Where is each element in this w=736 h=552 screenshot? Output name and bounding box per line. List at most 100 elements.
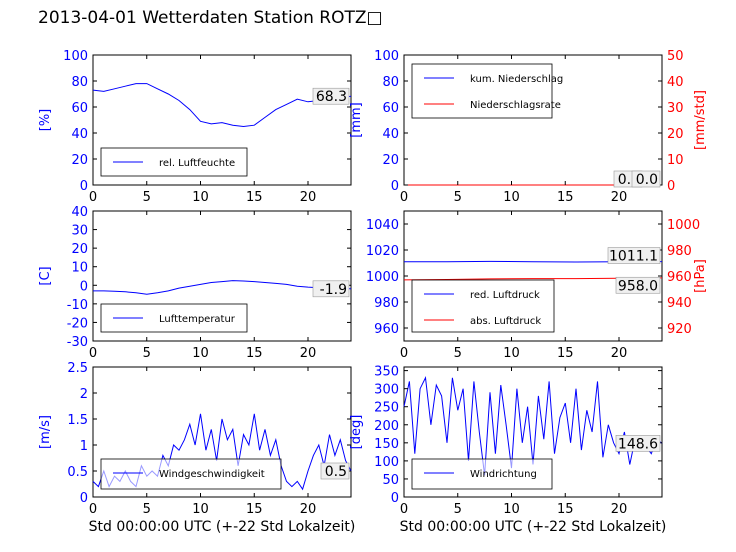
y-tick-label: 60 [382,101,399,116]
y-right-tick-label: 30 [667,101,684,116]
y-right-tick-label: 1000 [667,218,700,233]
x-tick-label: 10 [192,190,209,205]
panel-middle-right-legend-label-1: red. Luftdruck [470,290,540,301]
panel-bottom-right-ylabel: [deg] [349,415,364,450]
y-tick-label: 1000 [366,270,399,285]
panel-top-right-ylabel-right: [mm/std] [693,90,708,150]
panel-bottom-right-legend-box [411,458,553,490]
panel-bottom-left-legend-label-1: Windgeschwindigkeit [159,469,265,480]
y-tick-label: 0 [80,491,88,506]
y-tick-label: 2 [80,387,88,402]
panel-bottom-right-annotation-box-1 [615,435,661,452]
y-tick-label: 0 [391,491,399,506]
panel-top-left-legend-label-1: rel. Luftfeuchte [159,158,235,169]
y-tick-label: 350 [374,365,399,380]
y-right-tick-label: 20 [667,127,684,142]
y-tick-label: 20 [71,242,88,257]
y-tick-label: 960 [374,322,399,337]
y-tick-label: -30 [67,335,88,350]
x-tick-label: 15 [557,346,574,361]
panel-middle-right-annotation-box-1 [607,247,661,264]
y-tick-label: 20 [382,153,399,168]
y-tick-label: 40 [71,127,88,142]
x-tick-label: 0 [400,190,408,205]
x-tick-label: 15 [557,502,574,517]
y-right-tick-label: 940 [667,296,692,311]
y-right-tick-label: 980 [667,244,692,259]
y-tick-label: 80 [382,75,399,90]
panel-bottom-left-annotation-box-1 [320,462,350,480]
x-tick-label: 15 [246,190,263,205]
x-tick-label: 5 [454,190,462,205]
x-tick-label: 0 [89,346,97,361]
y-tick-label: 1.5 [67,413,88,428]
panel-top-right-annotation-box-2 [631,170,661,188]
y-tick-label: 80 [71,75,88,90]
panel-top-left-annotation-box-1 [312,87,350,105]
panel-middle-left-series-line-1 [93,280,352,295]
panel-top-right-legend-label-2: Niederschlagsrate [470,100,561,111]
panel-bottom-left-xlabel: Std 00:00:00 UTC (+-22 Std Lokalzeit) [89,519,356,535]
y-tick-label: 250 [374,401,399,416]
panel-middle-left-annotation-box-1 [312,280,350,298]
panel-middle-right-annotation-1: 1011.1 [609,249,658,265]
panel-middle-left-ylabel: [C] [38,266,53,285]
panel-top-left-annotation-1: 68.3 [316,89,347,105]
x-tick-label: 20 [611,502,628,517]
panel-middle-right-legend-box [411,279,555,333]
panel-bottom-right-legend-label-1: Windrichtung [470,469,537,480]
panel-bottom-right-xlabel: Std 00:00:00 UTC (+-22 Std Lokalzeit) [400,519,667,535]
y-tick-label: 40 [71,205,88,220]
y-tick-label: 300 [374,383,399,398]
x-tick-label: 15 [557,190,574,205]
y-tick-label: 0.5 [67,465,88,480]
y-right-tick-label: 0 [667,179,675,194]
panel-top-left-series-line-1 [92,83,352,128]
panel-top-left-ylabel: [%] [38,109,53,132]
panel-bottom-left-legend-box [100,458,282,490]
y-tick-label: 100 [63,49,88,64]
page-title: 2013-04-01 Wetterdaten Station ROTZ□ [38,8,383,28]
panel-bottom-right-annotation-1: 148.6 [618,436,658,452]
x-tick-label: 5 [143,502,151,517]
x-tick-label: 10 [503,346,520,361]
x-tick-label: 0 [400,502,408,517]
y-tick-label: 0 [80,279,88,294]
x-tick-label: 0 [89,190,97,205]
y-tick-label: -20 [67,316,88,331]
y-right-tick-label: 920 [667,322,692,337]
x-tick-label: 10 [192,502,209,517]
y-tick-label: 10 [71,261,88,276]
x-tick-label: 15 [246,502,263,517]
panel-middle-right-annotation-2: 958.0 [618,278,658,294]
x-tick-label: 5 [454,502,462,517]
y-tick-label: 0 [80,179,88,194]
x-tick-label: 15 [246,346,263,361]
panel-top-right-ylabel: [mm] [349,102,364,137]
x-tick-label: 20 [300,190,317,205]
x-tick-label: 0 [400,346,408,361]
y-right-tick-label: 50 [667,49,684,64]
x-tick-label: 20 [300,502,317,517]
y-tick-label: 20 [71,153,88,168]
panel-middle-right-legend-label-2: abs. Luftdruck [470,316,541,327]
x-tick-label: 5 [454,346,462,361]
y-tick-label: 1020 [366,244,399,259]
y-tick-label: 50 [382,473,399,488]
panel-middle-right-ylabel-right: [hPa] [693,259,708,293]
panel-middle-left-legend-label-1: Lufttemperatur [159,314,236,325]
y-tick-label: 100 [374,455,399,470]
panel-top-right-legend-label-1: kum. Niederschlag [470,74,563,85]
y-tick-label: 40 [382,127,399,142]
x-tick-label: 5 [143,190,151,205]
x-tick-label: 10 [503,502,520,517]
panel-middle-left-annotation-1: -1.9 [320,282,347,298]
y-right-tick-label: 10 [667,153,684,168]
x-tick-label: 20 [611,346,628,361]
x-tick-label: 20 [300,346,317,361]
panel-middle-right-annotation-box-2 [615,276,661,294]
y-tick-label: 1 [80,439,88,454]
panel-top-right-annotation-2: 0.0 [636,172,658,188]
y-tick-label: 60 [71,101,88,116]
